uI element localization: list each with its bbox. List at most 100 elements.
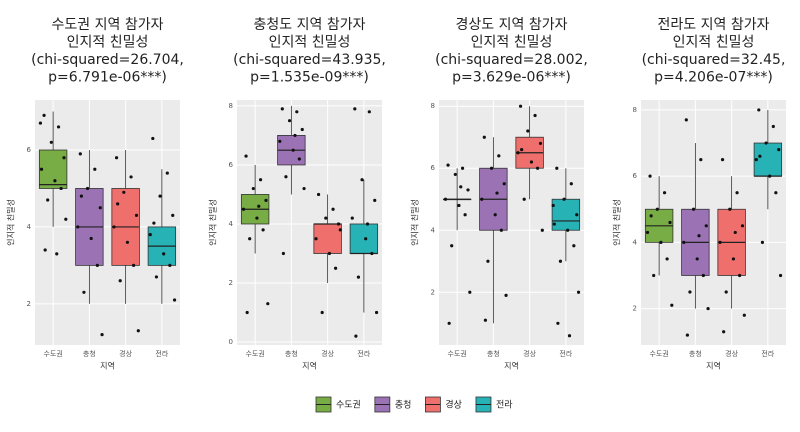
- data-point: [738, 273, 742, 278]
- data-point: [278, 139, 282, 143]
- data-point: [722, 330, 726, 334]
- data-point: [659, 240, 663, 244]
- legend-label: 경상: [445, 399, 462, 411]
- data-point: [777, 148, 781, 152]
- y-tick-label: 8: [431, 102, 435, 110]
- chart-title: 수도권 지역 참가자: [52, 17, 164, 33]
- data-point: [168, 263, 172, 267]
- data-point: [466, 188, 470, 192]
- data-point: [764, 141, 768, 145]
- y-tick-label: 8: [633, 106, 637, 114]
- data-point: [457, 203, 461, 208]
- data-point: [688, 290, 692, 294]
- chart-title: (chi-squared=32.45,: [642, 52, 786, 68]
- chart-title: (chi-squared=28.002,: [435, 52, 588, 68]
- x-tick-label: 충청: [285, 349, 298, 358]
- data-point: [526, 129, 530, 133]
- x-tick-label: 전라: [761, 349, 774, 358]
- data-point: [134, 213, 139, 217]
- data-point: [264, 198, 268, 202]
- data-point: [261, 228, 265, 232]
- data-point: [100, 333, 104, 337]
- data-point: [367, 110, 371, 114]
- data-point: [685, 333, 690, 337]
- data-point: [257, 204, 261, 208]
- x-tick-label: 전라: [155, 349, 168, 358]
- data-point: [324, 216, 328, 220]
- data-point: [98, 206, 102, 210]
- data-point: [516, 151, 520, 155]
- chart-title: p=6.791e-06***): [48, 70, 167, 86]
- data-point: [740, 224, 745, 228]
- data-point: [489, 166, 494, 170]
- data-point: [353, 107, 357, 111]
- data-point: [540, 228, 544, 232]
- data-point: [572, 244, 576, 248]
- data-point: [774, 191, 778, 195]
- data-point: [480, 197, 484, 201]
- x-tick-label: 수도권: [43, 350, 62, 358]
- data-point: [486, 259, 490, 263]
- x-tick-label: 경상: [523, 349, 536, 358]
- box: [313, 223, 342, 254]
- data-point: [771, 124, 775, 129]
- y-tick-label: 4: [229, 220, 234, 228]
- data-point: [482, 135, 486, 139]
- data-point: [665, 257, 669, 261]
- data-point: [757, 108, 761, 112]
- x-tick-label: 수도권: [649, 350, 668, 358]
- legend-label: 충청: [395, 400, 412, 411]
- chart-title: p=1.535e-09***): [250, 70, 369, 86]
- data-point: [704, 224, 708, 228]
- y-tick-label: 4: [27, 223, 32, 231]
- data-point: [655, 207, 659, 211]
- data-point: [742, 313, 746, 317]
- data-point: [266, 302, 270, 306]
- x-tick-label: 수도권: [245, 350, 264, 358]
- data-point: [356, 275, 361, 279]
- data-point: [79, 194, 83, 198]
- data-point: [374, 310, 379, 315]
- data-point: [365, 222, 370, 226]
- data-point: [154, 275, 159, 279]
- data-point: [297, 157, 301, 161]
- data-point: [62, 156, 66, 160]
- data-point: [754, 157, 758, 162]
- legend-label: 전라: [496, 400, 513, 411]
- data-point: [78, 152, 82, 156]
- y-tick-label: 0: [229, 338, 233, 346]
- data-point: [566, 228, 570, 232]
- data-point: [172, 298, 177, 302]
- data-point: [89, 236, 93, 241]
- data-point: [536, 166, 540, 170]
- data-point: [453, 172, 457, 177]
- chart-title: (chi-squared=43.935,: [233, 52, 386, 68]
- data-point: [334, 266, 338, 270]
- data-point: [42, 113, 46, 117]
- data-point: [336, 222, 341, 226]
- box: [551, 198, 581, 231]
- data-point: [112, 225, 116, 229]
- data-point: [720, 157, 725, 162]
- data-point: [670, 303, 674, 307]
- data-point: [373, 198, 377, 202]
- data-point: [338, 228, 342, 232]
- data-point: [645, 230, 650, 235]
- chart-title: p=3.629e-06***): [452, 70, 571, 86]
- data-point: [125, 240, 130, 244]
- data-point: [648, 174, 652, 178]
- data-point: [556, 321, 560, 325]
- chart-title: 인지적 친밀성: [67, 35, 149, 51]
- data-point: [95, 263, 99, 267]
- y-tick-label: 4: [431, 226, 436, 234]
- data-point: [460, 166, 465, 170]
- data-point: [518, 104, 523, 108]
- chart-title: 인지적 친밀성: [471, 35, 553, 51]
- data-point: [555, 166, 559, 170]
- y-tick-label: 6: [431, 164, 436, 172]
- data-point: [724, 290, 728, 294]
- data-point: [551, 203, 555, 208]
- data-point: [697, 234, 701, 238]
- data-point: [483, 318, 487, 322]
